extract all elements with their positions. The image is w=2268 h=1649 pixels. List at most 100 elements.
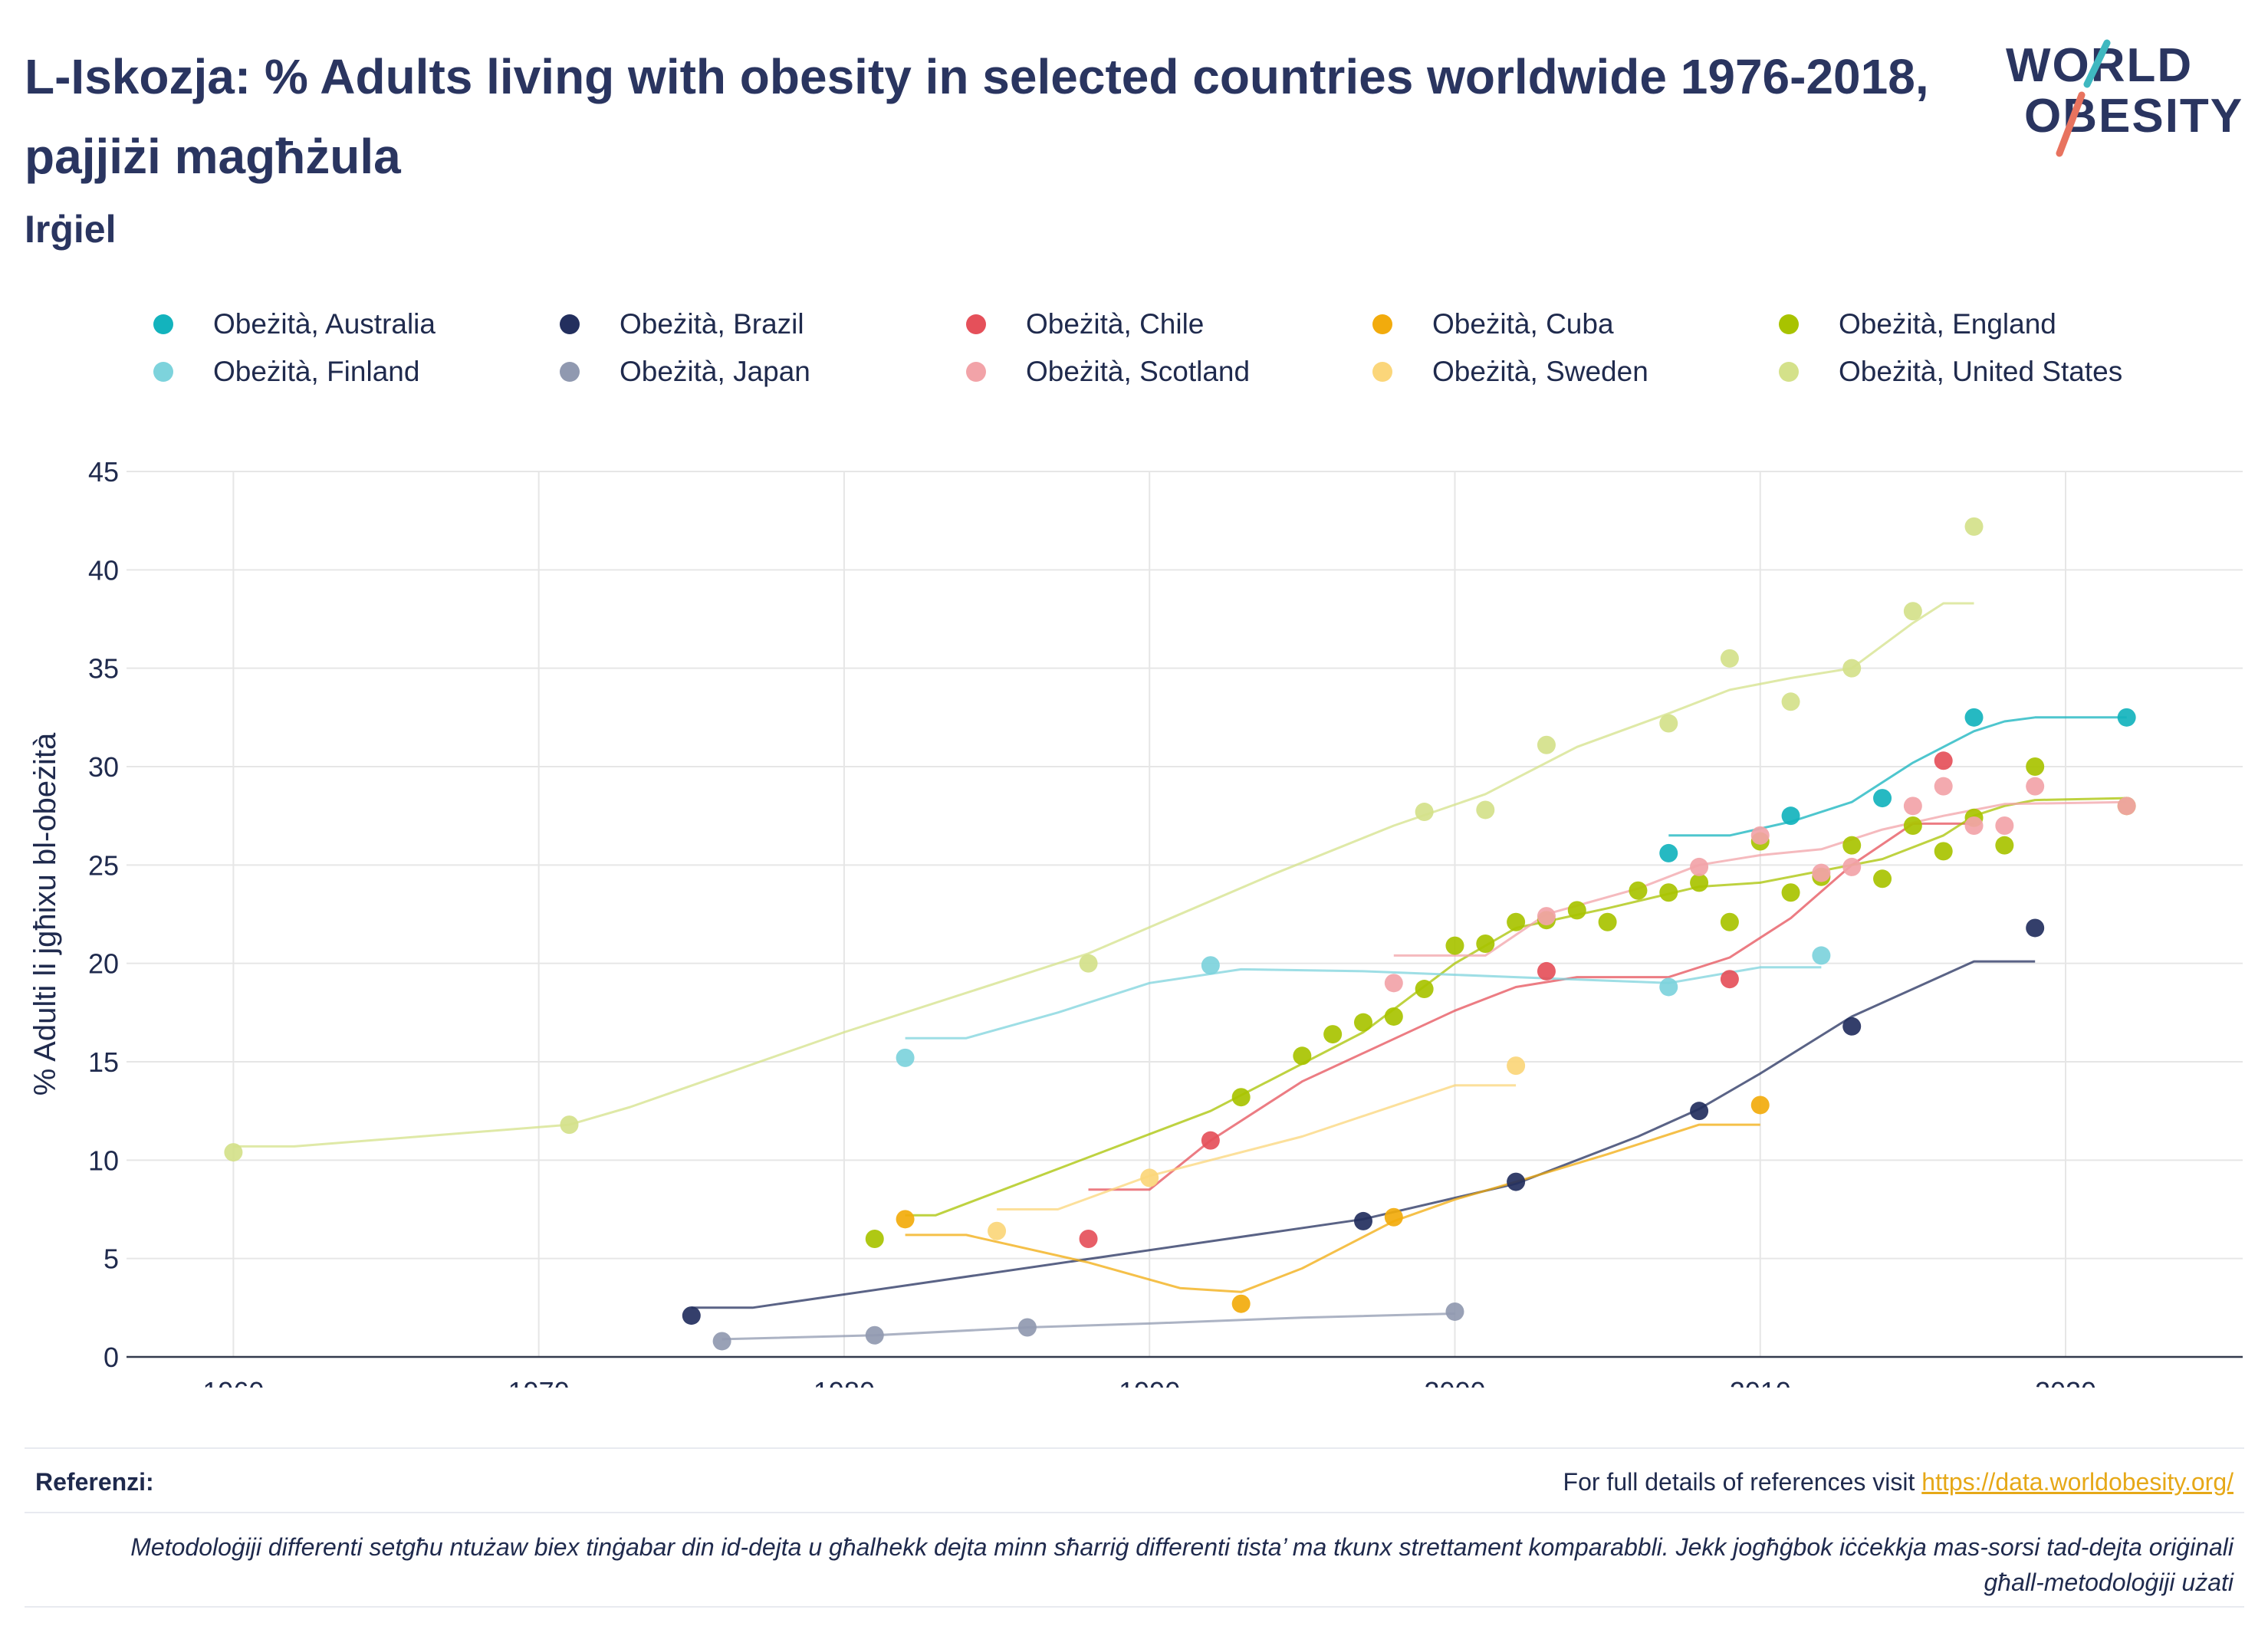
data-point (1201, 956, 1220, 975)
legend-item-obezita-japan[interactable]: Obeżità, Japan (560, 353, 810, 391)
data-point (1934, 751, 1953, 770)
legend-swatch (153, 362, 173, 382)
data-point (1079, 1230, 1098, 1248)
data-point (1079, 954, 1098, 973)
methodology-note: Metodoloġiji differenti setgħu ntużaw bi… (130, 1533, 2233, 1596)
data-point (1659, 714, 1678, 733)
data-point (224, 1143, 243, 1162)
x-tick-label: 1960 (202, 1376, 264, 1388)
legend-item-obezita-sweden[interactable]: Obeżità, Sweden (1372, 353, 1648, 391)
data-point (865, 1230, 884, 1248)
data-point (1507, 1056, 1526, 1076)
data-point (1995, 836, 2014, 855)
legend-label: Obeżità, Sweden (1432, 356, 1648, 387)
data-point (1629, 881, 1648, 900)
data-point (1384, 1007, 1403, 1026)
data-point (1507, 912, 1526, 931)
y-tick-label: 45 (88, 456, 119, 488)
legend-label: Obeżità, Chile (1026, 308, 1205, 340)
data-point (2117, 797, 2136, 816)
x-tick-label: 2000 (1424, 1376, 1485, 1388)
data-point (2026, 777, 2045, 796)
y-tick-label: 40 (88, 554, 119, 586)
legend-swatch (560, 314, 580, 334)
legend-label: Obeżità, England (1839, 308, 2056, 340)
legend-item-obezita-scotland[interactable]: Obeżità, Scotland (966, 353, 1250, 391)
data-point (1720, 649, 1739, 668)
data-point (1720, 970, 1739, 989)
data-point (1537, 735, 1556, 754)
legend-item-obezita-australia[interactable]: Obeżità, Australia (153, 305, 436, 343)
points-obezita-brazil (682, 918, 2045, 1325)
data-point (1842, 659, 1862, 678)
data-point (1415, 803, 1434, 822)
data-point (1781, 692, 1800, 711)
data-point (682, 1306, 701, 1325)
references-link[interactable]: https://data.worldobesity.org/ (1921, 1468, 2233, 1496)
data-point (1842, 857, 1862, 876)
data-point (1812, 946, 1831, 965)
trend-line-obezita-brazil (691, 960, 2036, 1309)
chart-title: L-Iskozja: % Adults living with obesity … (25, 49, 1929, 184)
points-obezita-japan (712, 1302, 1464, 1351)
data-point (1537, 961, 1556, 981)
legend-item-obezita-chile[interactable]: Obeżità, Chile (966, 305, 1204, 343)
data-point (2026, 757, 2045, 776)
data-point (1903, 602, 1922, 621)
data-point (1598, 912, 1617, 931)
data-point (1323, 1025, 1343, 1044)
data-point (1353, 1211, 1372, 1230)
y-tick-label: 5 (104, 1243, 119, 1275)
data-point (1964, 708, 1984, 727)
legend-label: Obeżità, Finland (213, 356, 420, 387)
logo-line-2: OBESITY (2024, 90, 2244, 143)
data-point (1659, 977, 1678, 997)
legend-label: Obeżità, Cuba (1432, 308, 1614, 340)
references-text: For full details of references visit htt… (1563, 1468, 2233, 1496)
data-point (1781, 883, 1800, 902)
data-point (1507, 1172, 1526, 1191)
data-point (1445, 936, 1464, 955)
chart-subtitle: Irġiel (25, 208, 117, 251)
data-point (1567, 901, 1586, 920)
y-tick-label: 10 (88, 1145, 119, 1176)
obesity-scatter-chart: 0 5 10 15 20 25 30 35 40 45 1960 1970 1980 1990 2000 20… (28, 456, 2243, 1388)
data-point (988, 1221, 1007, 1240)
x-tick-label: 1990 (1119, 1376, 1180, 1388)
references-label: Referenzi: (35, 1468, 154, 1496)
data-point (1231, 1088, 1251, 1107)
data-point (1842, 836, 1862, 855)
trend-line-obezita-sweden (997, 1084, 1517, 1210)
legend-item-obezita-cuba[interactable]: Obeżità, Cuba (1372, 305, 1614, 343)
legend-swatch (560, 362, 580, 382)
points-obezita-australia (1659, 708, 2136, 862)
legend-swatch (1372, 362, 1392, 382)
data-point (1140, 1168, 1159, 1187)
data-point (1537, 907, 1556, 926)
trend-line-obezita-finland (905, 966, 1822, 1040)
data-point (1353, 1013, 1372, 1032)
data-point (1720, 912, 1739, 931)
legend-label: Obeżità, United States (1839, 356, 2123, 387)
data-point (1781, 806, 1800, 826)
y-tick-label: 0 (104, 1342, 119, 1373)
y-tick-label: 30 (88, 751, 119, 783)
x-tick-label: 2010 (1730, 1376, 1791, 1388)
trend-line-obezita-scotland (1393, 800, 2127, 957)
legend-item-obezita-england[interactable]: Obeżità, England (1779, 305, 2056, 343)
legend-item-obezita-brazil[interactable]: Obeżità, Brazil (560, 305, 804, 343)
y-axis-label: % Adulti li jgħixu bl-obeżità (28, 732, 62, 1096)
logo-slash-icon (2056, 39, 2111, 157)
footer-divider-middle (25, 1512, 2244, 1513)
trend-line-obezita-chile (1088, 822, 1974, 1191)
footer-divider-top (25, 1447, 2244, 1449)
legend-item-obezita-united-states[interactable]: Obeżità, United States (1779, 353, 2122, 391)
data-point (1659, 843, 1678, 862)
data-point (560, 1115, 579, 1135)
legend-item-obezita-finland[interactable]: Obeżità, Finland (153, 353, 419, 391)
data-point (712, 1332, 731, 1351)
data-point (896, 1210, 915, 1229)
data-point (1750, 1096, 1770, 1115)
data-point (1750, 826, 1770, 845)
data-point (1903, 816, 1922, 835)
